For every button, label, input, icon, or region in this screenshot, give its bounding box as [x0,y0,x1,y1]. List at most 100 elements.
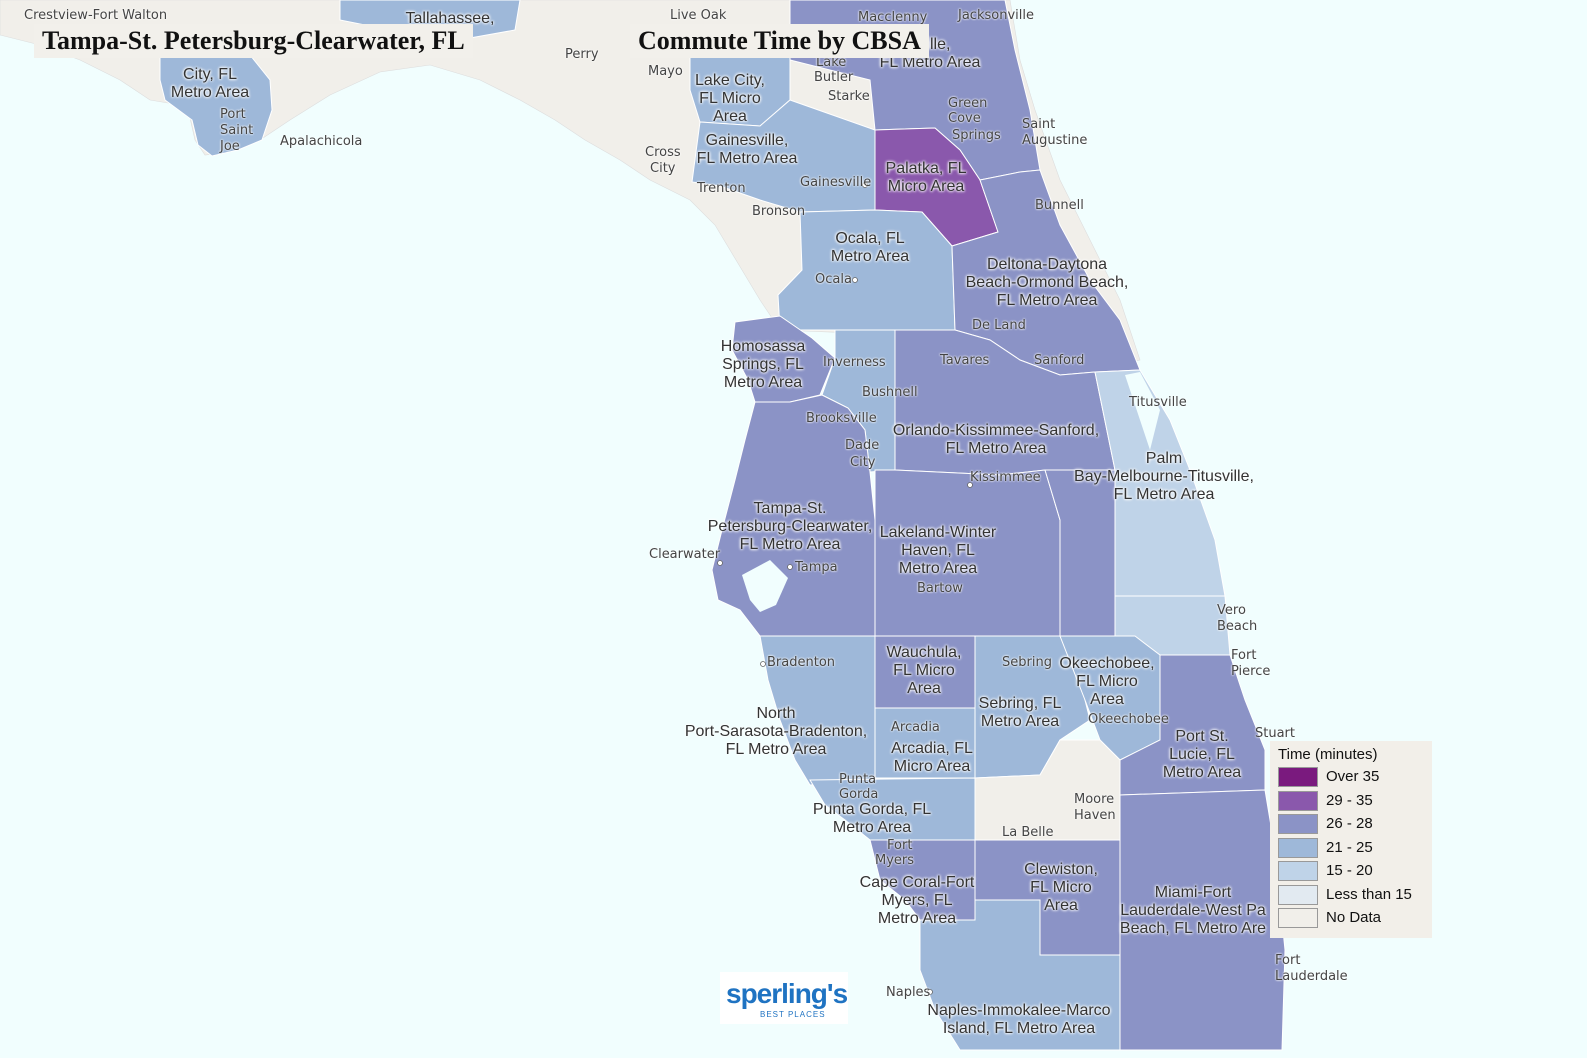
city-label: Ocala [815,272,852,287]
area-label-deltona: FL Metro Area [996,292,1098,309]
area-label-sebring: Metro Area [980,713,1060,730]
city-label: Port [220,107,246,122]
legend-label: 15 - 20 [1326,862,1373,879]
area-label-lakecity: Area [713,108,747,125]
city-label: La Belle [1002,825,1054,840]
legend-label: Less than 15 [1326,886,1412,903]
city-label: Vero [1217,603,1246,618]
city-label: Lake [816,55,847,70]
area-label-arcadia: Arcadia, FL [891,740,973,757]
city-label: Dade [845,438,880,453]
area-label-okeechobee: Okeechobee, [1059,655,1155,672]
city-dot-bradenton [760,661,766,667]
city-dots [717,182,973,995]
area-label-portstlucie: Port St. [1175,728,1229,745]
area-label-miami: Miami-Fort [1154,884,1232,901]
area-label-capecoral: Metro Area [877,910,957,927]
area-label-portstlucie: Metro Area [1162,764,1242,781]
city-label: Macclenny [858,10,928,25]
legend-swatch [1278,814,1318,834]
city-label: Fort [1275,953,1301,968]
area-label-tampa: Tampa-St. [753,500,827,517]
city-label: Green [948,96,988,111]
area-label-gainesville: Gainesville, [705,132,789,149]
tampa-bay [742,560,788,612]
city-label: Bunnell [1035,198,1084,213]
area-label-okeechobee: Area [1090,691,1124,708]
region-panama-city [159,51,273,157]
legend-swatch [1278,767,1318,787]
area-label-capecoral: Cape Coral-Fort [859,874,975,891]
area-label-okeechobee: FL Micro [1076,673,1138,690]
area-label-homosassa: Springs, FL [722,356,804,373]
city-label: Perry [565,47,599,62]
city-label: Jacksonville [958,8,1034,23]
city-label: Kissimmee [970,470,1041,485]
city-label: Bushnell [862,385,918,400]
region-ocala [777,209,956,331]
area-label-clewiston: FL Micro [1030,879,1092,896]
city-label: Gorda [839,787,879,802]
city-label: Haven [1074,808,1116,823]
city-label: Butler [814,70,854,85]
city-label: Brooksville [806,411,877,426]
legend-title: Time (minutes) [1278,746,1378,763]
city-label: Titusville [1129,395,1187,410]
city-label: Sebring [1002,655,1052,670]
city-label: Springs [952,128,1001,143]
area-label-palmbay: Bay-Melbourne-Titusville, [1074,468,1254,485]
city-label: Augustine [1022,133,1088,148]
city-dot-clearwater [717,560,723,566]
region-naples [919,899,1121,1051]
area-label-wauchula: Area [907,680,941,697]
sperlings-logo[interactable]: sperling's BEST PLACES [720,972,848,1024]
city-dot-tampa [787,564,793,570]
city-label: Myers [875,853,915,868]
city-label: Fort [887,838,913,853]
city-label: Punta [839,772,877,787]
city-label: Tampa [795,560,838,575]
area-label-northport: Port-Sarasota-Bradenton, [684,723,868,740]
area-label-lakecity: FL Micro [699,90,761,107]
city-label: Sanford [1034,353,1085,368]
city-dot-gainesville [862,182,868,188]
legend-item: Over 35 [1278,767,1428,789]
area-label-deltona: Deltona-Daytona [986,256,1108,273]
area-label-miami: Beach, FL Metro Are [1119,920,1267,937]
area-label-ocala: Ocala, FL [835,230,905,247]
area-label-naples: Island, FL Metro Area [942,1020,1096,1037]
city-label: Starke [828,89,870,104]
legend-label: 21 - 25 [1326,839,1373,856]
area-label-lakeland: Haven, FL [901,542,975,559]
area-label-homosassa: Metro Area [723,374,803,391]
legend-item: 26 - 28 [1278,814,1428,836]
city-label: Saint [1022,117,1056,132]
city-label: Bartow [917,581,963,596]
map-title-region: Tampa-St. Petersburg-Clearwater, FL [34,24,473,58]
area-label-panama: City, FL [183,66,237,83]
area-label-arcadia: Micro Area [893,758,971,775]
legend-item: No Data [1278,908,1428,930]
city-label: Pierce [1231,664,1271,679]
legend-swatch [1278,838,1318,858]
legend: Time (minutes) Over 35 29 - 35 26 - 28 21 -… [1270,741,1432,938]
region-palm-bay-water [1125,372,1160,450]
city-label: City [850,455,876,470]
area-label-miami: Lauderdale-West Pa [1120,902,1266,919]
area-label-lakeland: Lakeland-Winter [879,524,997,541]
legend-label: 29 - 35 [1326,792,1373,809]
city-label: Saint [220,123,254,138]
city-label: Inverness [823,355,886,370]
area-label-jacksonville: FL Metro Area [879,54,981,71]
area-label-orlando: Orlando-Kissimmee-Sanford, [892,422,1100,439]
city-label: Naples [886,985,931,1000]
area-label-panama: Metro Area [170,84,250,101]
legend-label: 26 - 28 [1326,815,1373,832]
city-label: City [650,161,676,176]
area-label-palatka: Micro Area [887,178,965,195]
logo-wordmark: sperling's [726,978,848,1009]
city-label: Cross [645,145,681,160]
area-label-clewiston: Area [1044,897,1078,914]
